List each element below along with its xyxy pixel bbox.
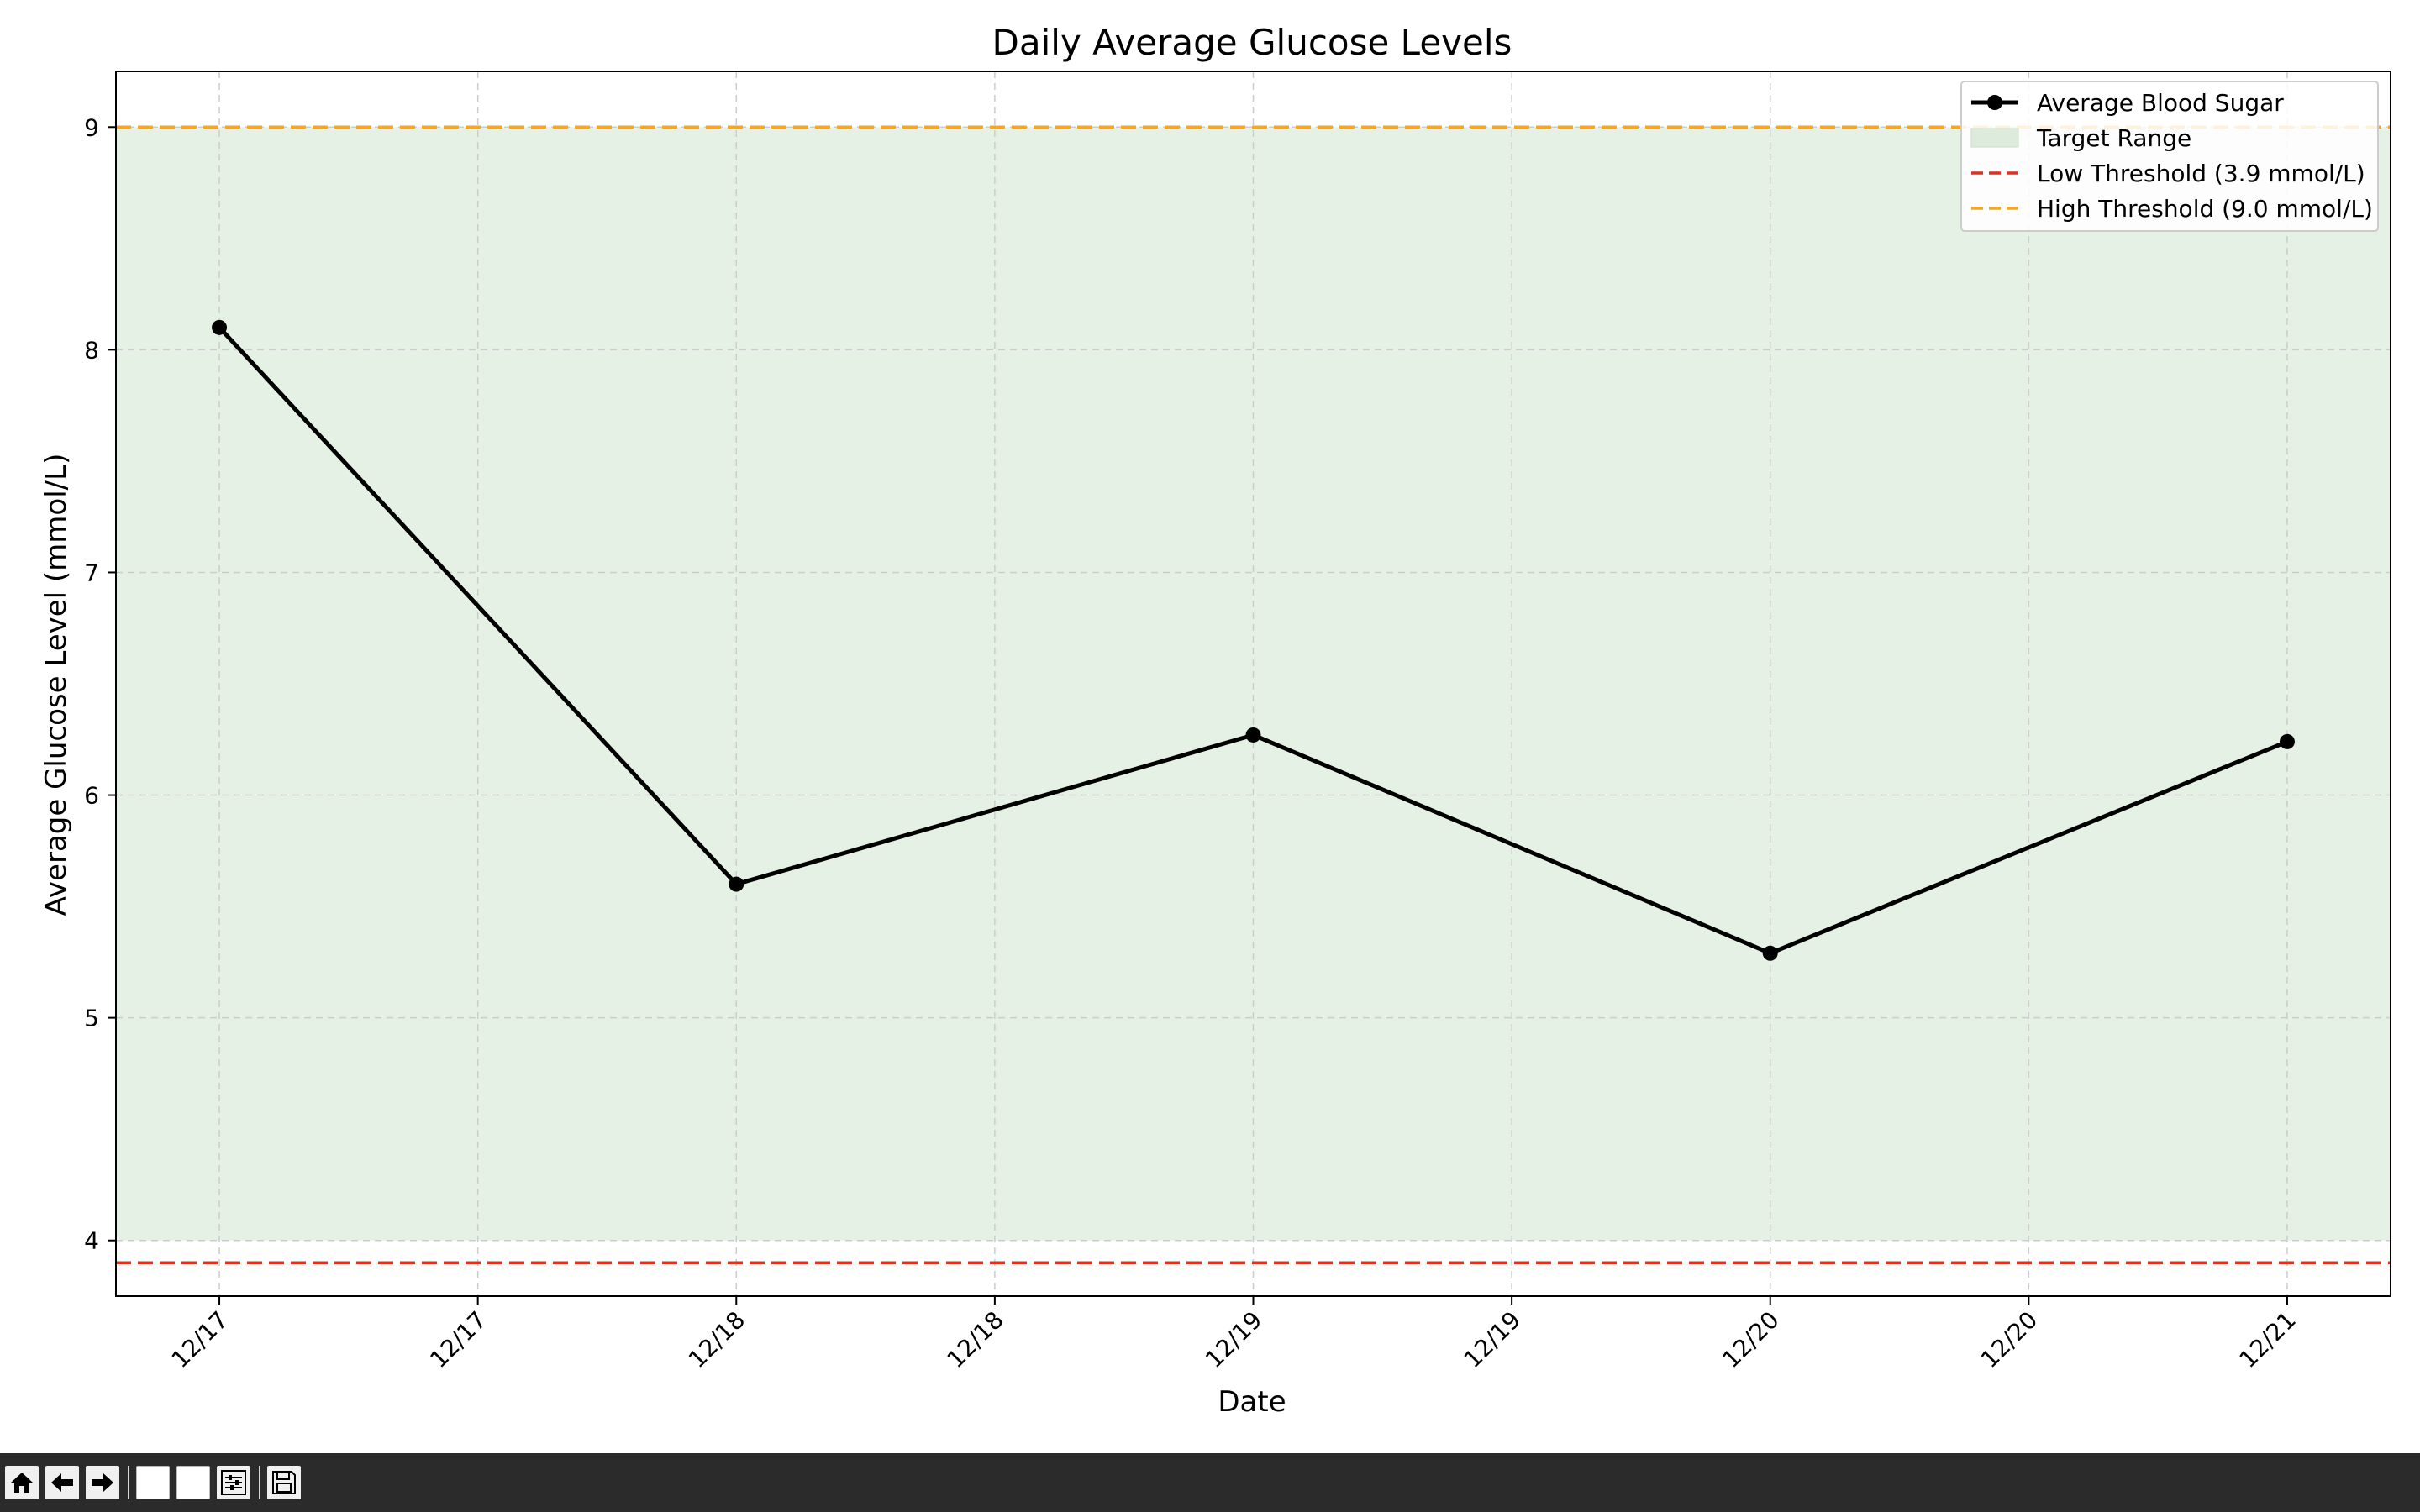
x-tick-label: 12/18 <box>683 1306 750 1373</box>
y-tick-label: 7 <box>84 559 99 586</box>
chart-title: Daily Average Glucose Levels <box>992 22 1512 63</box>
x-tick-label: 12/19 <box>1200 1306 1267 1373</box>
x-tick-label: 12/17 <box>166 1306 234 1373</box>
back-button[interactable] <box>45 1466 79 1499</box>
legend: Average Blood Sugar Target Range Low Thres… <box>1960 81 2379 232</box>
y-tick-label: 4 <box>84 1227 99 1255</box>
pan-icon <box>142 1472 164 1494</box>
legend-item-average-blood-sugar: Average Blood Sugar <box>1971 89 2284 117</box>
configure-icon <box>221 1470 246 1495</box>
x-tick-label: 12/19 <box>1459 1306 1526 1373</box>
y-axis-label: Average Glucose Level (mmol/L) <box>39 454 73 916</box>
legend-item-target-range: Target Range <box>1970 124 2191 152</box>
x-tick-label: 12/18 <box>941 1306 1008 1373</box>
configure-button[interactable] <box>217 1466 250 1499</box>
legend-marker-swatch <box>1987 95 2002 110</box>
data-point <box>212 319 228 335</box>
legend-item-low-threshold: Low Threshold (3.9 mmol/L) <box>1971 160 2365 187</box>
legend-item-high-threshold: High Threshold (9.0 mmol/L) <box>1971 195 2373 223</box>
x-tick-label: 12/20 <box>1975 1306 2043 1373</box>
data-point <box>2279 733 2295 749</box>
legend-label: Low Threshold (3.9 mmol/L) <box>2037 160 2365 187</box>
save-button[interactable] <box>267 1466 301 1499</box>
y-tick-label: 5 <box>84 1005 99 1032</box>
toolbar <box>0 1453 2420 1512</box>
x-axis-label: Date <box>1218 1385 1286 1419</box>
legend-box <box>1960 81 2379 232</box>
figure: 4 5 6 7 8 9 12/17 12/17 12/18 12/18 12/19 12/19 12/2… <box>39 22 2391 1419</box>
x-tick-label: 12/17 <box>424 1306 492 1373</box>
legend-label: High Threshold (9.0 mmol/L) <box>2037 195 2373 223</box>
data-point <box>1762 945 1778 961</box>
y-tick-label: 8 <box>84 336 99 364</box>
zoom-button[interactable] <box>176 1466 210 1499</box>
y-tick-label: 9 <box>84 113 99 141</box>
legend-label: Average Blood Sugar <box>2037 89 2284 117</box>
x-tick-label: 12/21 <box>2234 1306 2302 1373</box>
save-icon <box>272 1471 296 1494</box>
toolbar-separator <box>128 1466 129 1499</box>
legend-label: Target Range <box>2036 124 2191 152</box>
toolbar-separator <box>259 1466 260 1499</box>
zoom-icon <box>182 1472 204 1494</box>
home-button[interactable] <box>5 1466 39 1499</box>
glucose-chart: 4 5 6 7 8 9 12/17 12/17 12/18 12/18 12/19 12/19 12/2… <box>39 22 2391 1419</box>
legend-band-swatch <box>1970 128 2019 148</box>
pan-button[interactable] <box>136 1466 170 1499</box>
data-point <box>1245 727 1261 743</box>
home-icon <box>11 1473 33 1493</box>
x-tick-label: 12/20 <box>1717 1306 1784 1373</box>
y-tick-label: 6 <box>84 782 99 810</box>
back-icon <box>51 1473 73 1492</box>
forward-icon <box>92 1473 113 1492</box>
forward-button[interactable] <box>86 1466 119 1499</box>
data-point <box>729 876 744 892</box>
